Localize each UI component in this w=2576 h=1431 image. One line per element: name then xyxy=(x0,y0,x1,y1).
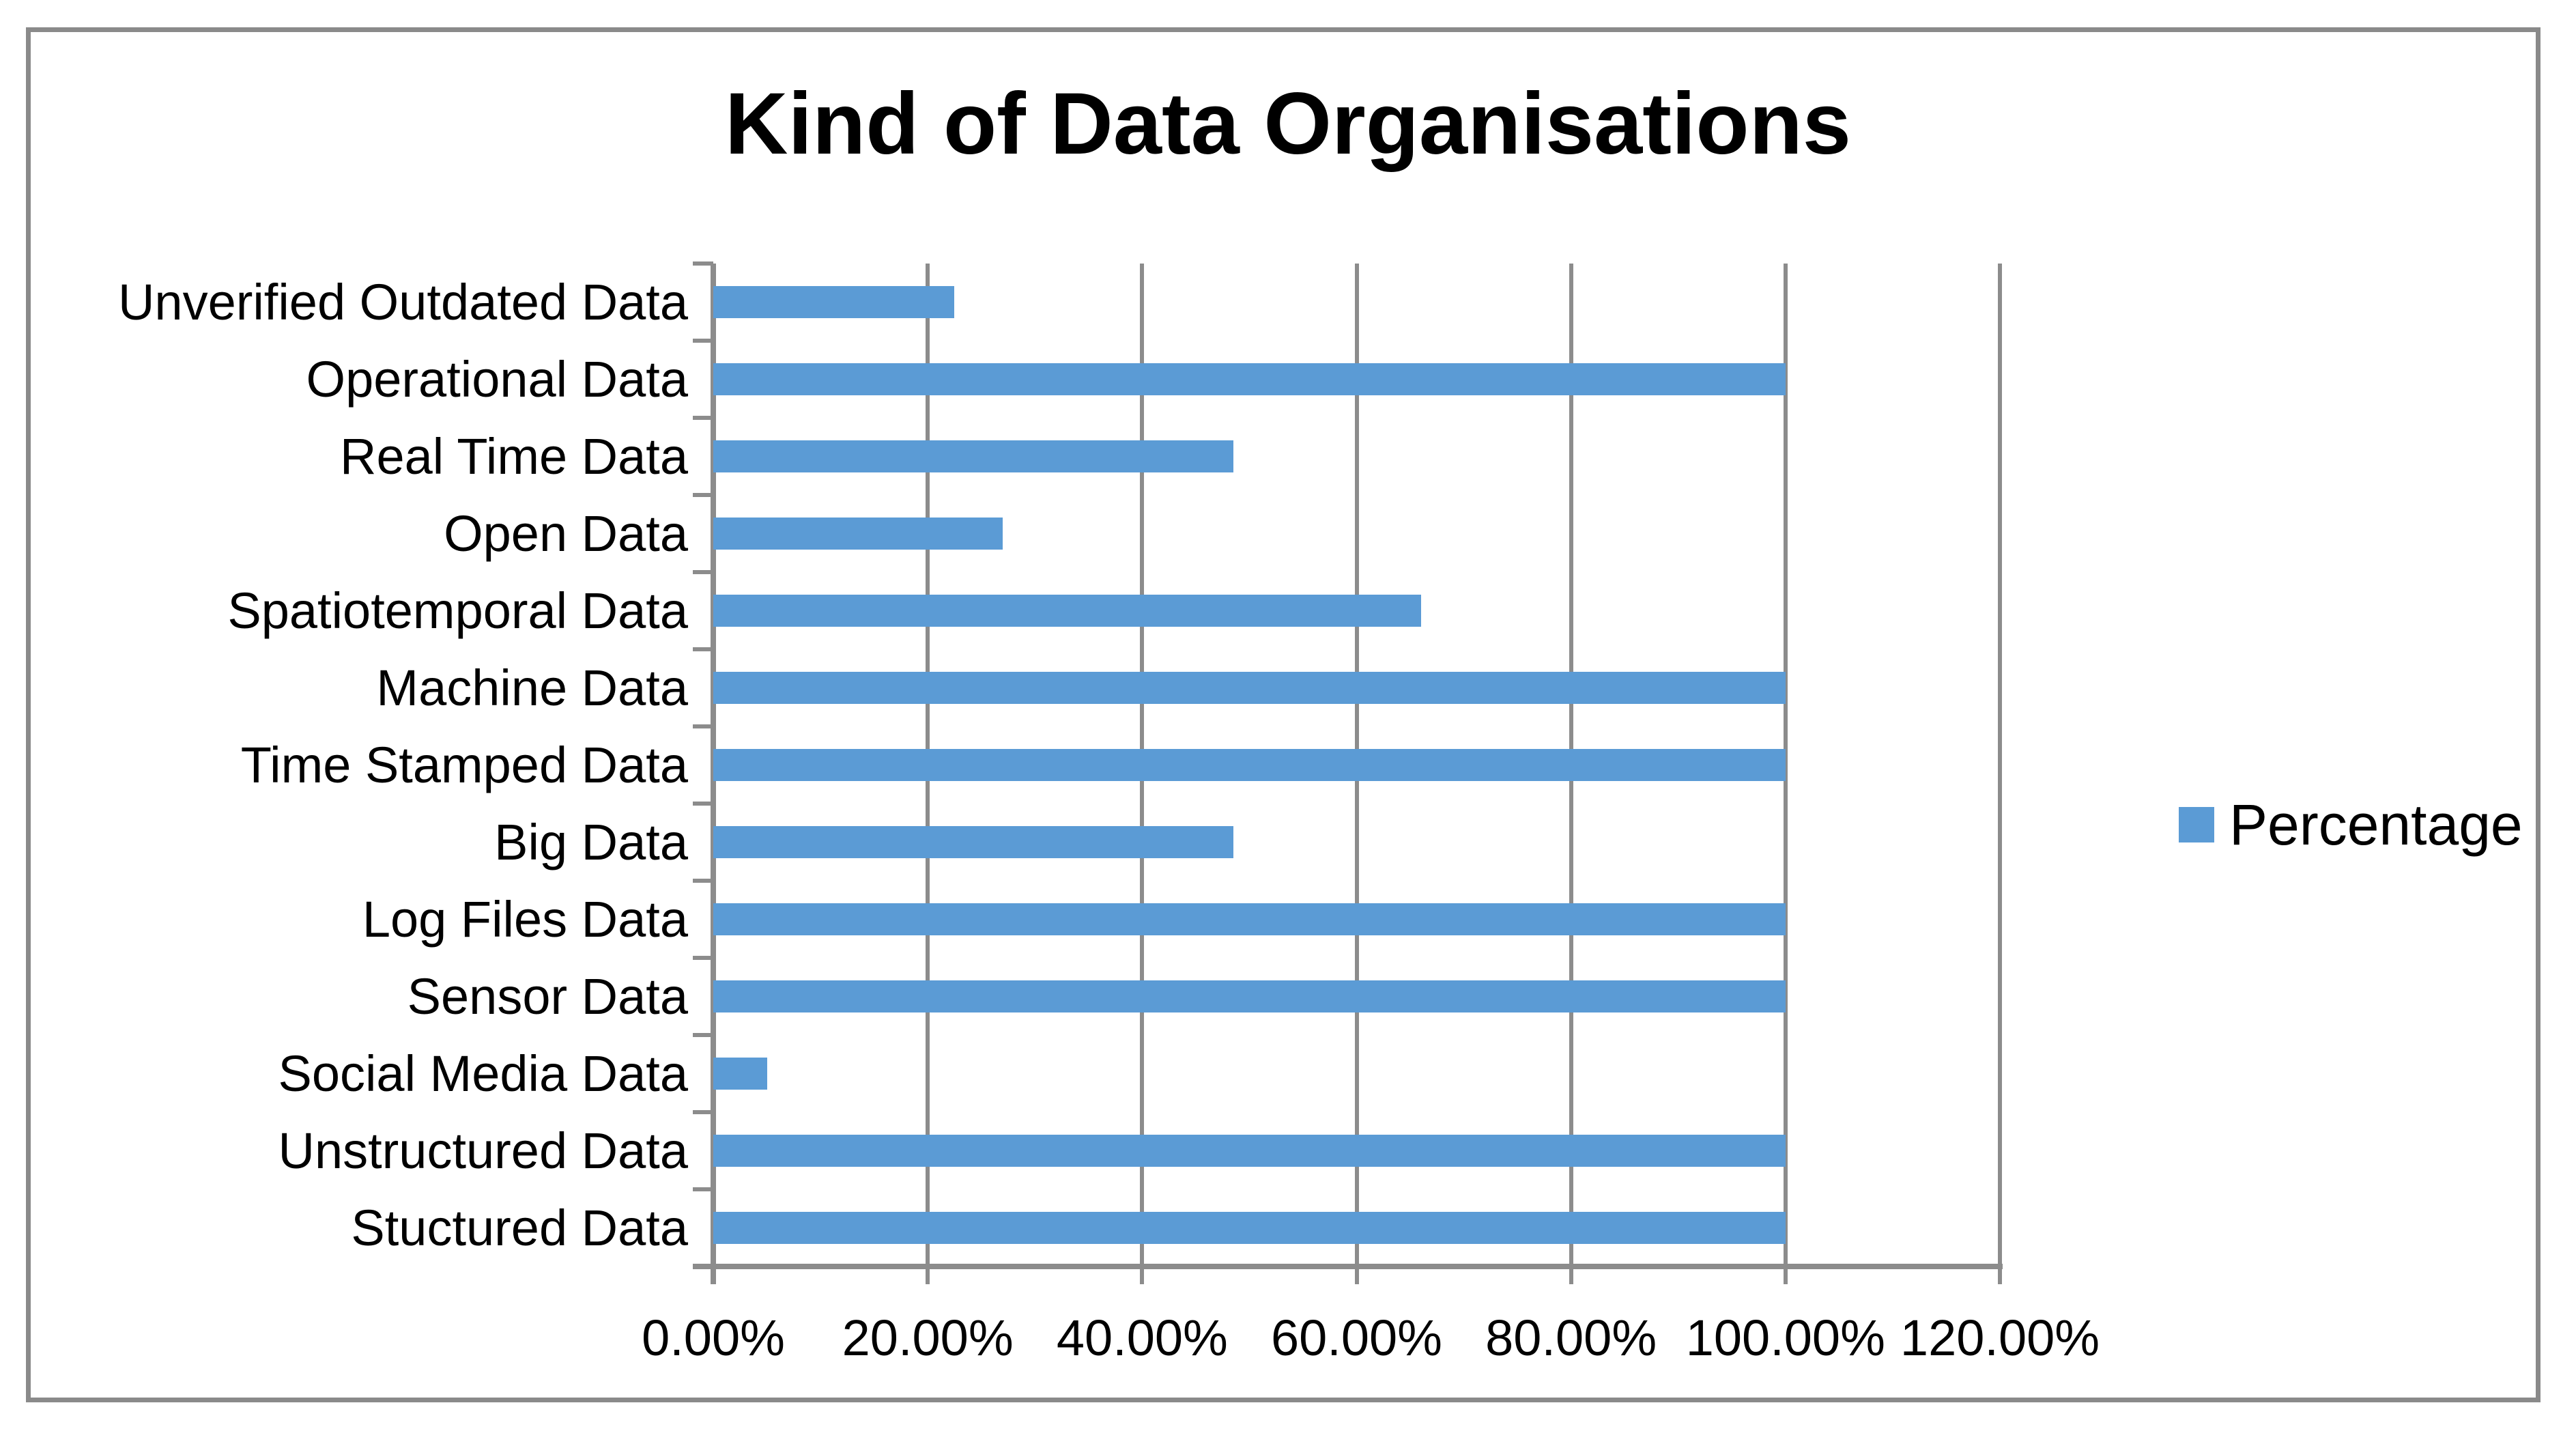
category-label: Big Data xyxy=(494,814,688,870)
y-axis-tick xyxy=(693,724,713,728)
y-axis-tick xyxy=(693,416,713,420)
category-label: Real Time Data xyxy=(340,428,688,485)
bar xyxy=(713,1135,1786,1167)
bar xyxy=(713,363,1786,395)
gridline-vertical xyxy=(1783,264,1788,1284)
bar xyxy=(713,826,1233,858)
bar xyxy=(713,286,955,318)
y-axis-tick xyxy=(693,570,713,574)
category-label: Social Media Data xyxy=(278,1045,688,1102)
bar xyxy=(713,903,1786,935)
category-label: Operational Data xyxy=(306,351,688,408)
x-axis-line xyxy=(693,1264,2003,1269)
x-tick-label: 100.00% xyxy=(1685,1309,1885,1366)
bar xyxy=(713,980,1786,1012)
y-axis-tick xyxy=(693,802,713,806)
category-label: Open Data xyxy=(444,505,688,562)
bar xyxy=(713,749,1786,781)
chart-border xyxy=(26,27,2541,1402)
bar xyxy=(713,440,1233,472)
category-label: Stuctured Data xyxy=(351,1200,688,1256)
x-tick-label: 120.00% xyxy=(1900,1309,2100,1366)
legend: Percentage xyxy=(2179,796,2523,853)
x-tick-label: 0.00% xyxy=(642,1309,785,1366)
legend-swatch-icon xyxy=(2179,807,2214,842)
bar xyxy=(713,1212,1786,1244)
y-axis-tick xyxy=(693,339,713,343)
y-axis-tick xyxy=(693,1033,713,1037)
y-axis-tick xyxy=(693,493,713,497)
y-axis-tick xyxy=(693,261,713,266)
category-label: Unverified Outdated Data xyxy=(117,274,688,330)
y-axis-tick xyxy=(693,1110,713,1114)
x-tick-label: 80.00% xyxy=(1485,1309,1657,1366)
category-label: Machine Data xyxy=(376,660,688,716)
legend-label: Percentage xyxy=(2229,793,2523,857)
category-label: Unstructured Data xyxy=(278,1122,689,1179)
x-tick-label: 20.00% xyxy=(842,1309,1014,1366)
y-axis-tick xyxy=(693,879,713,883)
category-label: Spatiotemporal Data xyxy=(227,582,688,639)
x-tick-label: 60.00% xyxy=(1271,1309,1442,1366)
bar xyxy=(713,672,1786,704)
bar xyxy=(713,518,1003,550)
bar xyxy=(713,595,1421,627)
bar xyxy=(713,1058,767,1090)
category-label: Time Stamped Data xyxy=(240,737,688,793)
y-axis-tick xyxy=(693,1187,713,1191)
category-label: Sensor Data xyxy=(407,968,688,1025)
chart-title: Kind of Data Organisations xyxy=(725,75,1851,173)
x-tick-label: 40.00% xyxy=(1056,1309,1228,1366)
y-axis-tick xyxy=(693,956,713,960)
category-label: Log Files Data xyxy=(362,891,688,948)
gridline-vertical xyxy=(1998,264,2002,1284)
y-axis-tick xyxy=(693,647,713,651)
